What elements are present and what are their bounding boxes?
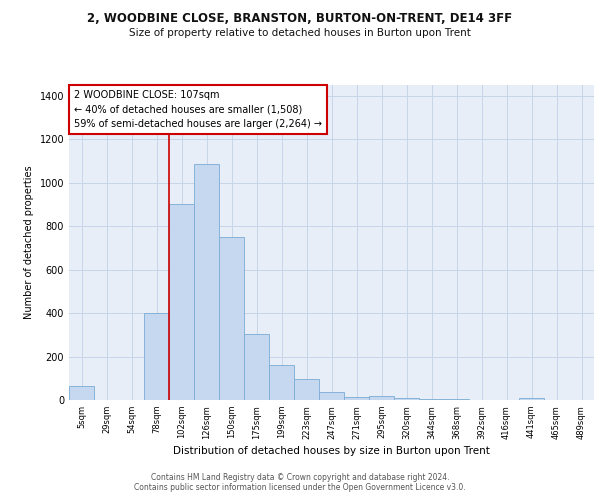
Bar <box>144 313 169 400</box>
Y-axis label: Number of detached properties: Number of detached properties <box>24 166 34 320</box>
Text: 2 WOODBINE CLOSE: 107sqm
← 40% of detached houses are smaller (1,508)
59% of sem: 2 WOODBINE CLOSE: 107sqm ← 40% of detach… <box>74 90 322 130</box>
Bar <box>319 392 344 400</box>
Bar <box>294 380 319 400</box>
Bar <box>444 399 469 400</box>
Bar <box>169 204 194 400</box>
Bar <box>269 365 294 400</box>
Bar <box>69 386 94 400</box>
Bar <box>419 399 444 400</box>
Bar <box>369 396 394 400</box>
Text: Contains HM Land Registry data © Crown copyright and database right 2024.
Contai: Contains HM Land Registry data © Crown c… <box>134 473 466 492</box>
Bar <box>519 398 544 400</box>
Bar <box>244 334 269 400</box>
Bar <box>394 398 419 400</box>
Text: Size of property relative to detached houses in Burton upon Trent: Size of property relative to detached ho… <box>129 28 471 38</box>
Bar <box>219 237 244 400</box>
Bar <box>344 396 369 400</box>
Text: 2, WOODBINE CLOSE, BRANSTON, BURTON-ON-TRENT, DE14 3FF: 2, WOODBINE CLOSE, BRANSTON, BURTON-ON-T… <box>88 12 512 26</box>
Bar <box>194 164 219 400</box>
X-axis label: Distribution of detached houses by size in Burton upon Trent: Distribution of detached houses by size … <box>173 446 490 456</box>
